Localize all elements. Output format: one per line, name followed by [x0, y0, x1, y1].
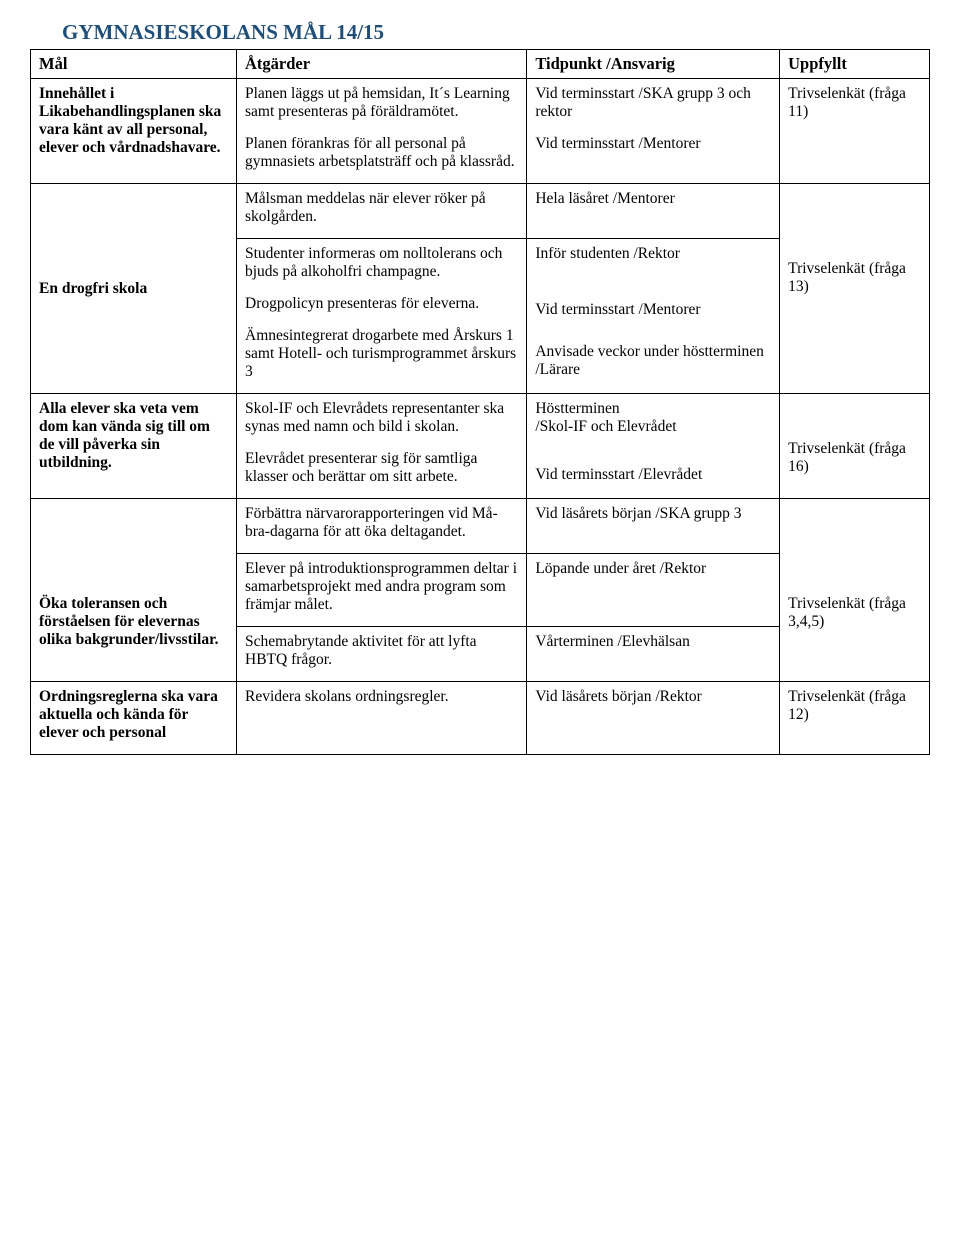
tid-cell: Vårterminen /Elevhälsan — [527, 627, 780, 682]
tid-text: Vid terminsstart /SKA grupp 3 och rektor — [535, 85, 771, 121]
atg-cell: Planen läggs ut på hemsidan, It´s Learni… — [237, 79, 527, 184]
table-row: Ordningsreglerna ska vara aktuella och k… — [31, 682, 930, 755]
table-row: Innehållet i Likabehandlingsplanen ska v… — [31, 79, 930, 184]
mal-cell: Innehållet i Likabehandlingsplanen ska v… — [31, 79, 237, 184]
tid-text: Anvisade veckor under höstterminen /Lära… — [535, 343, 771, 379]
table-row: En drogfri skola Målsman meddelas när el… — [31, 184, 930, 239]
upp-text: Trivselenkät (fråga 16) — [788, 440, 921, 476]
header-mal: Mål — [31, 50, 237, 79]
mal-text: Öka toleransen och förståelsen för eleve… — [39, 595, 228, 649]
mal-cell: En drogfri skola — [31, 184, 237, 394]
atg-cell: Studenter informeras om nolltolerans och… — [237, 239, 527, 394]
atg-cell: Elever på introduktionsprogrammen deltar… — [237, 554, 527, 627]
atg-cell: Förbättra närvarorapporteringen vid Må-b… — [237, 499, 527, 554]
atg-text: Skol-IF och Elevrådets representanter sk… — [245, 400, 518, 436]
upp-text: Trivselenkät (fråga 13) — [788, 260, 921, 296]
upp-text: Trivselenkät (fråga 3,4,5) — [788, 595, 921, 631]
atg-text: Studenter informeras om nolltolerans och… — [245, 245, 518, 281]
tid-cell: Inför studenten /Rektor Vid terminsstart… — [527, 239, 780, 394]
atg-text: Ämnesintegrerat drogarbete med Årskurs 1… — [245, 327, 518, 381]
tid-cell: Löpande under året /Rektor — [527, 554, 780, 627]
tid-text: /Skol-IF och Elevrådet — [535, 418, 771, 436]
tid-text: Vid terminsstart /Mentorer — [535, 301, 771, 319]
header-atgarder: Åtgärder — [237, 50, 527, 79]
tid-cell: Vid läsårets början /Rektor — [527, 682, 780, 755]
atg-cell: Skol-IF och Elevrådets representanter sk… — [237, 394, 527, 499]
page-title: GYMNASIESKOLANS MÅL 14/15 — [62, 20, 930, 45]
tid-text: Höstterminen — [535, 400, 771, 418]
atg-text: Planen förankras för all personal på gym… — [245, 135, 518, 171]
tid-cell: Höstterminen /Skol-IF och Elevrådet Vid … — [527, 394, 780, 499]
upp-cell: Trivselenkät (fråga 3,4,5) — [780, 499, 930, 682]
atg-cell: Målsman meddelas när elever röker på sko… — [237, 184, 527, 239]
tid-cell: Hela läsåret /Mentorer — [527, 184, 780, 239]
header-tidpunkt: Tidpunkt /Ansvarig — [527, 50, 780, 79]
atg-text: Elevrådet presenterar sig för samtliga k… — [245, 450, 518, 486]
mal-text: En drogfri skola — [39, 280, 228, 298]
mal-cell: Ordningsreglerna ska vara aktuella och k… — [31, 682, 237, 755]
mal-cell: Alla elever ska veta vem dom kan vända s… — [31, 394, 237, 499]
header-uppfyllt: Uppfyllt — [780, 50, 930, 79]
atg-text: Drogpolicyn presenteras för eleverna. — [245, 295, 518, 313]
upp-cell: Trivselenkät (fråga 11) — [780, 79, 930, 184]
upp-cell: Trivselenkät (fråga 16) — [780, 394, 930, 499]
atg-cell: Revidera skolans ordningsregler. — [237, 682, 527, 755]
tid-text: Inför studenten /Rektor — [535, 245, 771, 263]
mal-cell: Öka toleransen och förståelsen för eleve… — [31, 499, 237, 682]
tid-text: Vid terminsstart /Elevrådet — [535, 466, 771, 484]
header-row: Mål Åtgärder Tidpunkt /Ansvarig Uppfyllt — [31, 50, 930, 79]
table-row: Alla elever ska veta vem dom kan vända s… — [31, 394, 930, 499]
atg-cell: Schemabrytande aktivitet för att lyfta H… — [237, 627, 527, 682]
goals-table: Mål Åtgärder Tidpunkt /Ansvarig Uppfyllt… — [30, 49, 930, 755]
upp-cell: Trivselenkät (fråga 13) — [780, 184, 930, 394]
table-row: Öka toleransen och förståelsen för eleve… — [31, 499, 930, 554]
upp-cell: Trivselenkät (fråga 12) — [780, 682, 930, 755]
atg-text: Planen läggs ut på hemsidan, It´s Learni… — [245, 85, 518, 121]
tid-cell: Vid terminsstart /SKA grupp 3 och rektor… — [527, 79, 780, 184]
tid-cell: Vid läsårets början /SKA grupp 3 — [527, 499, 780, 554]
tid-text: Vid terminsstart /Mentorer — [535, 135, 771, 153]
